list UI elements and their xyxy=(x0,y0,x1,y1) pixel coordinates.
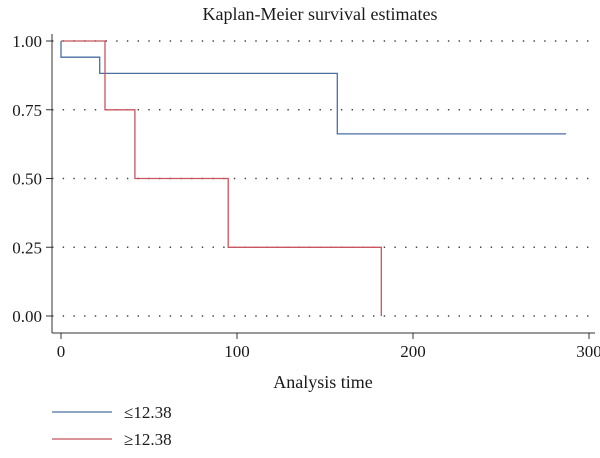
series-lines xyxy=(60,40,567,316)
y-tick-label: 0.50 xyxy=(12,170,42,189)
y-tick-label: 0.00 xyxy=(12,307,42,326)
legend-label-2: ≥12.38 xyxy=(124,430,172,449)
chart-title: Kaplan-Meier survival estimates xyxy=(203,4,438,24)
series-line-2 xyxy=(61,40,382,316)
x-tick-label: 0 xyxy=(57,342,66,361)
x-tick-label: 200 xyxy=(400,342,426,361)
legend: ≤12.38 ≥12.38 xyxy=(52,403,172,449)
x-axis: 0 100 200 300 xyxy=(52,332,600,361)
y-tick-label: 0.25 xyxy=(12,238,42,257)
grid-lines xyxy=(52,40,595,317)
x-tick-label: 300 xyxy=(576,342,600,361)
legend-label-1: ≤12.38 xyxy=(124,403,172,422)
y-axis: 0.00 0.25 0.50 0.75 1.00 xyxy=(12,32,53,333)
y-tick-label: 0.75 xyxy=(12,101,42,120)
y-tick-label: 1.00 xyxy=(12,32,42,51)
x-axis-title: Analysis time xyxy=(273,372,373,392)
x-tick-label: 100 xyxy=(224,342,250,361)
series-line-1 xyxy=(60,41,567,135)
